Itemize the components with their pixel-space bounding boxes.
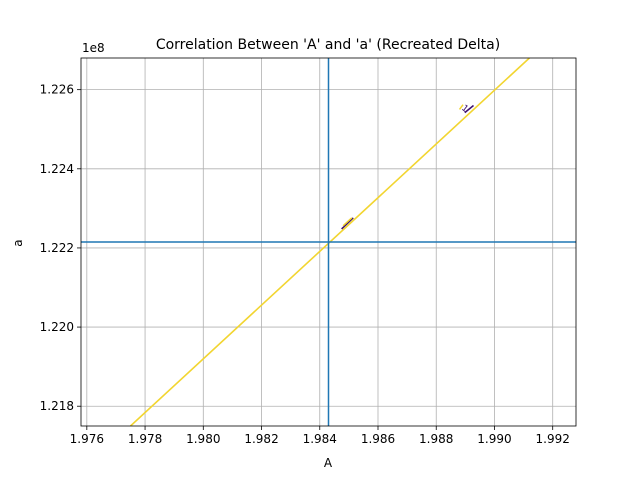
y-tick-label: 1.220 <box>40 320 74 334</box>
contour-segment <box>342 217 353 227</box>
y-axis-label: a <box>11 239 25 246</box>
contour-label: 1 <box>459 103 470 114</box>
x-tick-label: 1.976 <box>70 432 104 446</box>
axes-frame <box>80 57 577 427</box>
x-tick-label: 1.990 <box>477 432 511 446</box>
x-tick-label: 1.992 <box>536 432 570 446</box>
x-tick-label: 1.982 <box>244 432 278 446</box>
y-tick-label: 1.218 <box>40 399 74 413</box>
y-tick-label: 1.226 <box>40 83 74 97</box>
contour-segment <box>464 104 474 114</box>
y-tick-label: 1.224 <box>40 162 74 176</box>
y-offset-text: 1e8 <box>82 41 105 55</box>
y-tick-label: 1.222 <box>40 241 74 255</box>
x-tick-label: 1.988 <box>419 432 453 446</box>
x-tick-label: 1.978 <box>128 432 162 446</box>
chart-title: Correlation Between 'A' and 'a' (Recreat… <box>156 37 500 53</box>
x-tick-label: 1.980 <box>186 432 220 446</box>
axes: 1.976 1.978 1.980 1.982 1.984 1.986 1.988 1.990… <box>40 57 577 446</box>
plot-area: 1 <box>81 58 576 426</box>
contour-segment <box>341 217 354 230</box>
x-tick-label: 1.984 <box>303 432 337 446</box>
contour-segment <box>458 104 464 110</box>
x-tick-label: 1.986 <box>361 432 395 446</box>
x-axis-label: A <box>324 456 333 470</box>
